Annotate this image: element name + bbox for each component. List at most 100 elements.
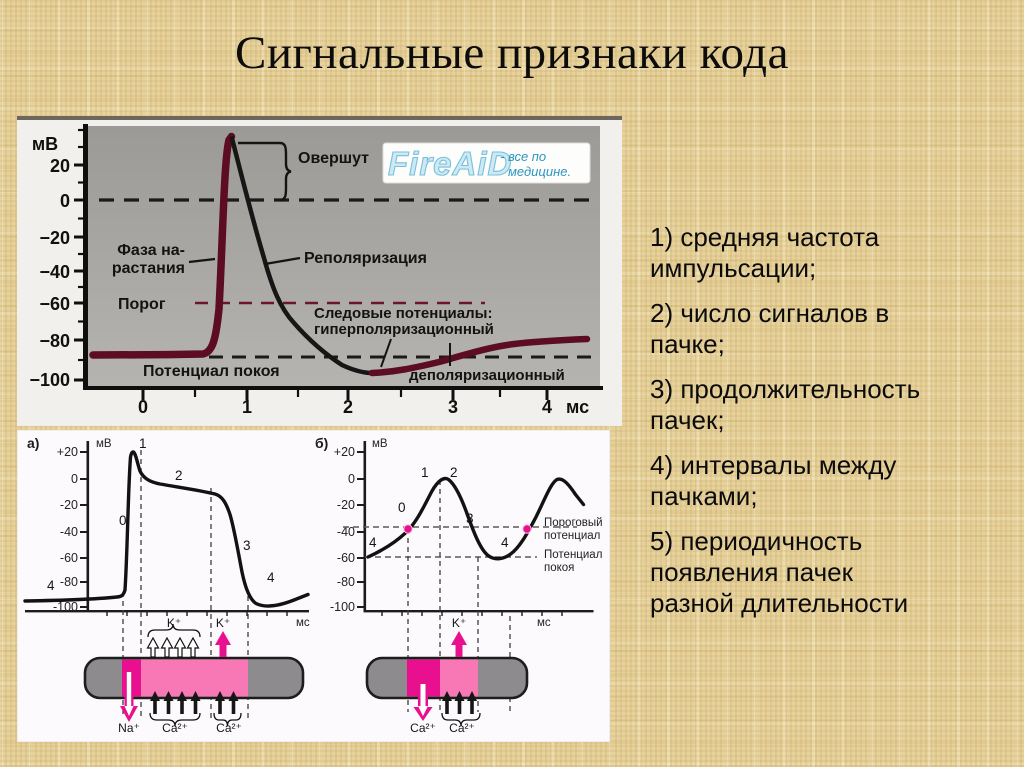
k-outward-arrow-magenta (215, 631, 231, 657)
rise-phase-label-line2: растания (112, 260, 185, 277)
overshoot-label: Овершут (298, 150, 369, 167)
panel-b-y-ticks (357, 451, 364, 608)
hyperpolarization-pointer (380, 338, 392, 368)
pink-channel-zone (141, 659, 248, 697)
panel-b-reference-labels: Пороговый потенциал Потенциал покоя (544, 517, 603, 574)
svg-text:-20: -20 (60, 498, 78, 512)
svg-text:4: 4 (501, 535, 509, 550)
y-tick-labels: 20 0 −20 −40 −60 −80 −100 (29, 156, 70, 390)
curve-repolarization (229, 135, 373, 376)
neuron-action-potential-figure: мВ 20 0 −20 −40 −60 −80 −100 0 1 2 3 4 м… (17, 116, 622, 426)
svg-text:1: 1 (242, 397, 252, 417)
svg-text:20: 20 (50, 156, 70, 176)
panel-a-y-tick-labels: +20 0 -20 -40 -60 -80 -100 (53, 445, 78, 614)
panel-b-membrane: K⁺ Ca²⁺ Ca²⁺ (365, 616, 529, 735)
svg-text:Пороговый: Пороговый (544, 517, 603, 529)
svg-text:0: 0 (138, 397, 148, 417)
list-item: 5) периодичность появления пачек разной … (650, 526, 909, 618)
panel-b-x-ticks (381, 610, 563, 616)
svg-text:−60: −60 (39, 294, 70, 314)
svg-text:Потенциал: Потенциал (544, 549, 602, 561)
svg-text:-100: -100 (53, 600, 78, 614)
pink-channel-zone (440, 659, 478, 697)
ca-label-2: Ca²⁺ (449, 721, 475, 735)
list-item: 1) средняя частота импульсации; (650, 222, 880, 283)
svg-text:3: 3 (448, 397, 458, 417)
panel-b-y-unit: мВ (372, 438, 388, 450)
y-axis (83, 124, 88, 390)
after-potentials-label-line1: Следовые потенциалы: (314, 305, 492, 322)
svg-text:-80: -80 (60, 575, 78, 589)
ca-inward-arrow-core (418, 684, 428, 716)
svg-text:+20: +20 (334, 445, 355, 459)
ca-brace-2 (213, 712, 242, 727)
panel-b-y-tick-labels: +20 0 -20 -40 -60 -80 -100 (330, 445, 355, 614)
overshoot-bracket (238, 141, 292, 202)
svg-text:2: 2 (175, 468, 183, 483)
signal-features-list: 1) средняя частота импульсации; 2) число… (650, 222, 995, 633)
k-group-brace (147, 623, 201, 638)
panel-b-x-unit: мс (537, 617, 551, 629)
svg-text:4: 4 (267, 570, 275, 585)
ca-brace-1 (149, 712, 201, 727)
ca-label-1: Ca²⁺ (162, 721, 188, 735)
rise-phase-label-line1: Фаза на- (117, 242, 185, 259)
k-outward-arrows-white (146, 636, 200, 658)
na-inward-arrow-core (124, 672, 134, 716)
k-outward-arrow-magenta (451, 631, 467, 657)
svg-text:−40: −40 (39, 262, 70, 282)
curve-after-potentials (368, 335, 591, 377)
svg-text:-60: -60 (60, 551, 78, 565)
ca-label-1: Ca²⁺ (410, 721, 436, 735)
curve-rising-phase (89, 132, 236, 359)
panel-a-phase-labels: 4 0 1 2 3 4 (47, 436, 275, 593)
svg-text:3: 3 (243, 538, 251, 553)
svg-text:2: 2 (450, 465, 458, 480)
svg-text:-60: -60 (337, 551, 355, 565)
repolarization-label: Реполяризация (304, 250, 427, 267)
x-axis-unit: мс (566, 397, 589, 417)
after-depolarization-label: деполяризационный (409, 367, 565, 384)
x-tick-marks (141, 390, 549, 400)
list-item: 4) интервалы между пачками; (650, 450, 897, 511)
panel-a-tag: а) (27, 435, 39, 451)
panel-b: б) мВ +20 0 -20 -40 -60 -80 -100 (315, 435, 603, 735)
panel-a-membrane: K⁺ K⁺ Na⁺ Ca²⁺ Ca²⁺ (83, 616, 305, 735)
resting-potential-label: Потенциал покоя (143, 363, 280, 380)
svg-text:0: 0 (398, 500, 406, 515)
panel-a-y-axis (86, 441, 90, 612)
watermark-box (382, 142, 591, 184)
panel-b-curve (366, 476, 586, 561)
ca-brace (441, 712, 481, 727)
rise-phase-pointer (188, 257, 216, 264)
svg-text:потенциал: потенциал (544, 530, 600, 542)
svg-text:покоя: покоя (544, 562, 574, 574)
svg-text:0: 0 (119, 513, 127, 528)
svg-text:−80: −80 (39, 331, 70, 351)
ca-label-2: Ca²⁺ (216, 721, 242, 735)
panel-b-phase-labels: 4 0 1 2 3 4 (369, 465, 509, 550)
svg-text:1: 1 (139, 436, 147, 451)
panel-a-y-ticks (80, 451, 87, 608)
watermark-tagline-line1: - все по (500, 149, 546, 164)
y-tick-marks (74, 128, 83, 382)
svg-text:4: 4 (47, 578, 55, 593)
svg-text:0: 0 (60, 191, 70, 211)
svg-text:−100: −100 (29, 370, 70, 390)
fireaid-watermark: FireAiD - все по медицине. (382, 142, 591, 184)
repolarization-pointer (264, 256, 301, 266)
k-label-single: K⁺ (216, 616, 230, 630)
panel-a: а) мВ +20 0 -20 -40 -60 -80 -100 (23, 435, 310, 735)
svg-text:0: 0 (71, 472, 78, 486)
y-axis-unit: мВ (32, 134, 58, 154)
threshold-dot-1 (403, 524, 413, 534)
watermark-brand: FireAiD (388, 145, 512, 182)
k-label-group: K⁺ (167, 616, 181, 630)
svg-text:0: 0 (348, 472, 355, 486)
svg-text:4: 4 (542, 397, 552, 417)
svg-text:-20: -20 (337, 498, 355, 512)
threshold-label: Порог (118, 296, 166, 313)
after-potentials-label-line2: гиперполяризационный (314, 321, 494, 338)
watermark-tagline-line2: медицине. (508, 164, 571, 179)
na-label: Na⁺ (118, 721, 140, 735)
